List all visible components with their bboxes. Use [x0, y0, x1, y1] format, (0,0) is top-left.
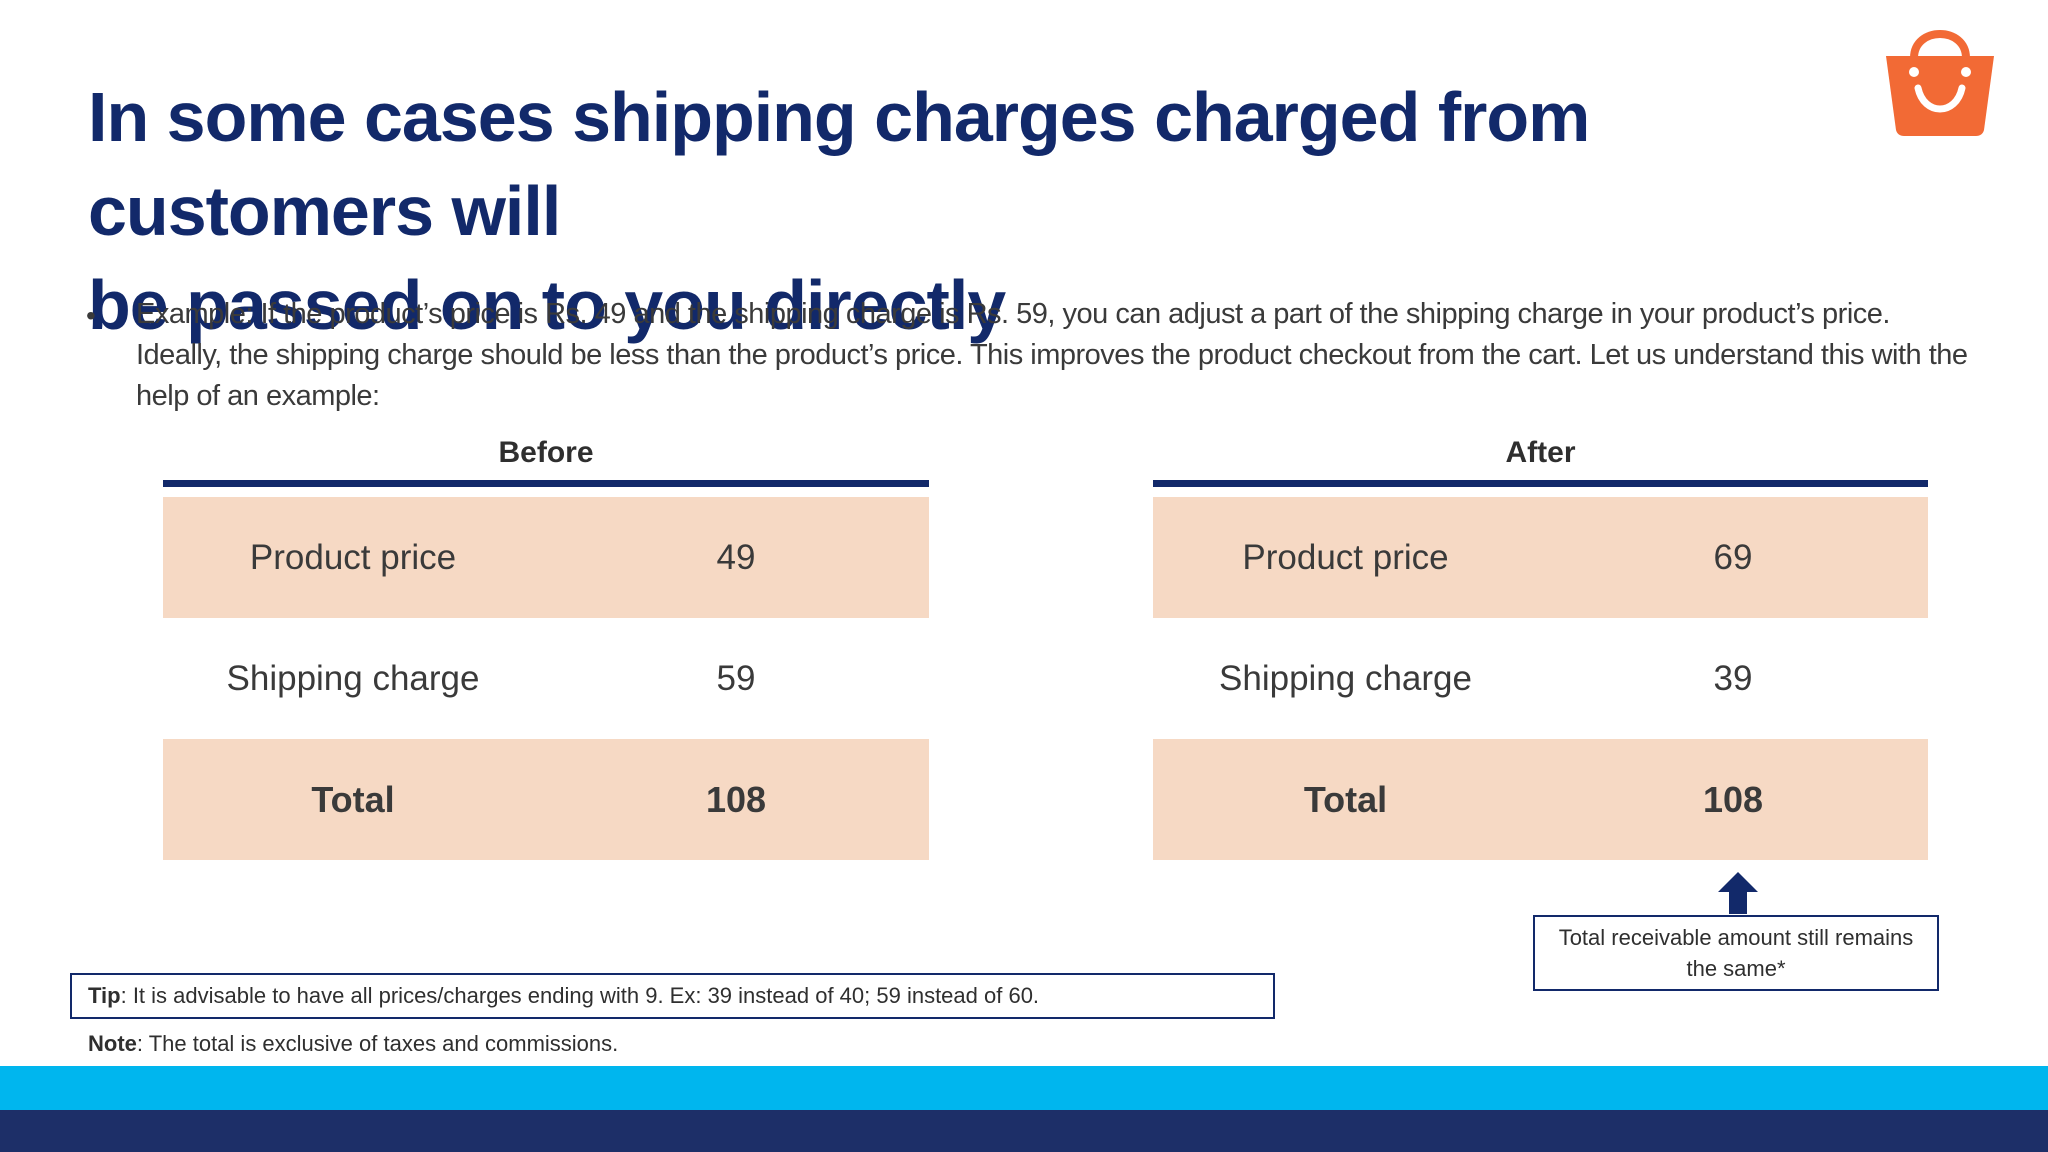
after-table: After Product price 69 Shipping charge 3… [1153, 432, 1928, 860]
row-value: 108 [705, 778, 767, 820]
row-label: Shipping charge [226, 658, 480, 698]
row-value: 69 [1713, 537, 1753, 577]
before-table: Before Product price 49 Shipping charge … [163, 432, 929, 860]
callout-text: Total receivable amount still remains th… [1558, 925, 1914, 981]
example-line-3: help of an example: [136, 380, 380, 412]
callout-box: Total receivable amount still remains th… [1533, 915, 1939, 991]
row-value: 59 [716, 658, 756, 698]
table-row: Product price 49 [163, 497, 929, 618]
note-text: : The total is exclusive of taxes and co… [136, 1031, 619, 1056]
row-value: 49 [716, 537, 756, 577]
row-label: Product price [1242, 537, 1449, 577]
slide-title-line-2: be passed on to you directly [88, 266, 1006, 344]
footer-band-dark [0, 1110, 2048, 1152]
note: Note: The total is exclusive of taxes an… [88, 1028, 618, 1060]
example-line-2: Ideally, the shipping charge should be l… [136, 339, 1968, 371]
row-label: Product price [249, 537, 457, 577]
table-row-total: Total 108 [1153, 739, 1928, 860]
bullet-marker: • [86, 300, 96, 331]
table-row-total: Total 108 [163, 739, 929, 860]
tip-box: Tip: It is advisable to have all prices/… [70, 973, 1275, 1019]
table-row: Shipping charge 39 [1153, 618, 1928, 739]
before-table-header: Before [498, 436, 594, 469]
example-paragraph: Example: If the product’s price is Rs. 4… [136, 294, 1996, 417]
slide-title-line-1: In some cases shipping charges charged f… [88, 78, 1590, 250]
tip-text: : It is advisable to have all prices/cha… [120, 983, 1040, 1008]
after-table-rule [1153, 480, 1928, 487]
row-value: 108 [1702, 778, 1764, 820]
slide-title: In some cases shipping charges charged f… [88, 70, 1848, 352]
after-table-header: After [1505, 436, 1576, 469]
shopping-bag-logo-icon [1880, 16, 2000, 138]
footer-band-light [0, 1066, 2048, 1110]
table-row: Product price 69 [1153, 497, 1928, 618]
arrow-up-icon [1718, 872, 1758, 914]
row-label: Shipping charge [1219, 658, 1472, 698]
example-line-1: Example: If the product’s price is Rs. 4… [136, 298, 1890, 330]
row-label: Total [311, 778, 395, 820]
row-label: Total [1303, 778, 1388, 820]
tip-label: Tip [88, 983, 121, 1008]
note-label: Note [88, 1031, 137, 1056]
before-table-rule [163, 480, 929, 487]
row-value: 39 [1713, 658, 1753, 698]
table-row: Shipping charge 59 [163, 618, 929, 739]
